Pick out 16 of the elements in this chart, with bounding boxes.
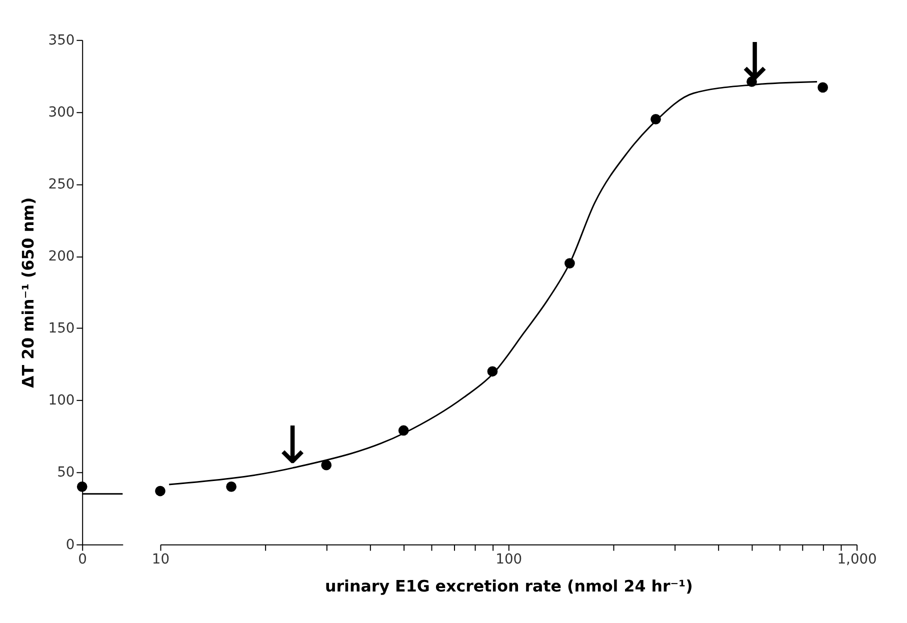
y-tick-label: 100 [48,392,75,409]
x-axis-title: urinary E1G excretion rate (nmol 24 hr⁻¹) [324,576,693,596]
annotation: ↓ [733,32,776,93]
annotation: ↓ [271,416,314,476]
x-tick-label: 10 [152,552,170,568]
x-tick-label: 1,000 [837,552,877,568]
y-axis-title: ΔT 20 min⁻¹ (650 nm) [18,197,38,388]
y-tick-label: 250 [48,176,75,192]
y-tick-label: 300 [48,104,75,120]
y-tick-label: 350 [48,32,75,48]
y-tick-label: 50 [57,464,75,481]
y-tick-label: 0 [66,536,75,553]
x-tick-label: 0 [78,552,87,568]
x-tick-label: 100 [496,552,522,568]
y-tick-label: 200 [48,248,75,265]
y-tick-label: 150 [48,320,75,337]
